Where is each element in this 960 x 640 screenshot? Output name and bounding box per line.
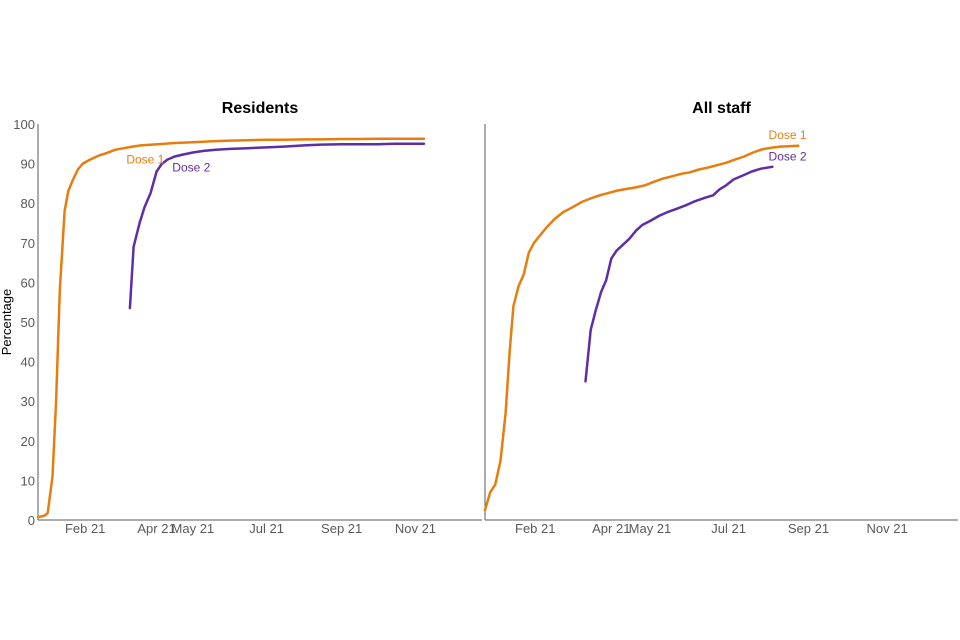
y-tick-label: 50: [21, 315, 35, 330]
series-line-dose-2: [584, 165, 774, 383]
y-tick-label: 0: [28, 513, 35, 528]
y-tick-label: 90: [21, 157, 35, 172]
x-tick-label: Jul 21: [249, 521, 284, 536]
series-label-dose-1: Dose 1: [126, 153, 164, 167]
y-tick-label: 20: [21, 434, 35, 449]
panel-title: All staff: [692, 100, 751, 117]
x-tick-label: Feb 21: [515, 521, 555, 536]
x-tick-label: Sep 21: [788, 521, 829, 536]
series-line-dose-2: [128, 142, 426, 310]
series-label-dose-2: Dose 2: [172, 161, 210, 175]
series-label-dose-2: Dose 2: [769, 149, 807, 163]
x-tick-label: Apr 21: [592, 521, 630, 536]
series-line-dose-1: [483, 144, 800, 512]
series-label-dose-1: Dose 1: [769, 128, 807, 142]
x-tick-label: Jul 21: [711, 521, 746, 536]
y-tick-label: 100: [13, 117, 35, 132]
y-tick-label: 60: [21, 275, 35, 290]
y-tick-label: 30: [21, 394, 35, 409]
y-axis-label: Percentage: [0, 289, 14, 356]
y-tick-label: 80: [21, 196, 35, 211]
panel-title: Residents: [222, 100, 299, 117]
x-tick-label: Apr 21: [137, 521, 175, 536]
x-tick-label: Feb 21: [65, 521, 105, 536]
x-tick-label: May 21: [629, 521, 672, 536]
x-tick-label: Nov 21: [395, 521, 436, 536]
x-tick-label: Sep 21: [321, 521, 362, 536]
y-tick-label: 10: [21, 473, 35, 488]
series-line-dose-1: [36, 137, 426, 519]
y-tick-label: 70: [21, 236, 35, 251]
x-tick-label: May 21: [172, 521, 215, 536]
panel-residents: Residents 0 10 20 30 40 50 60 70 80 90 100 Feb 21 Apr…: [13, 100, 482, 536]
x-tick-label: Nov 21: [867, 521, 908, 536]
y-tick-label: 40: [21, 355, 35, 370]
